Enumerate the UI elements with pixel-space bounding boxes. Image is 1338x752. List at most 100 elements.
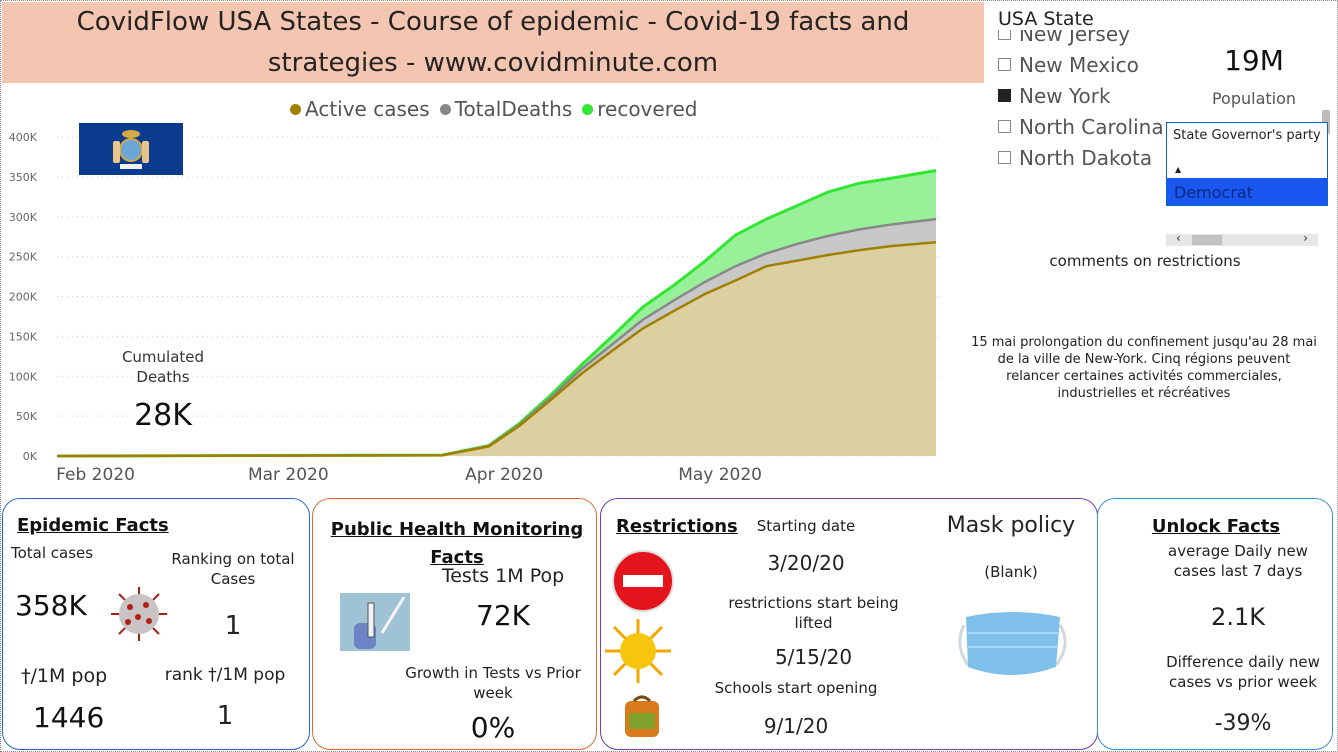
sun-icon [605, 619, 671, 683]
x-tick-label: May 2020 [678, 465, 762, 485]
y-tick-label: 150K [9, 330, 38, 343]
epidemic-facts-title: Epidemic Facts [17, 515, 169, 536]
legend-label-active: Active cases [305, 97, 430, 121]
unlock-facts-card: Unlock Facts average Daily new cases las… [1097, 498, 1333, 750]
face-mask-icon [958, 612, 1067, 675]
y-tick-label: 350K [9, 171, 38, 184]
scrollbar-thumb[interactable] [1192, 235, 1222, 245]
ranking-total-cases-value: 1 [224, 611, 242, 641]
series-area-active-cases [57, 242, 936, 456]
y-tick-label: 0K [23, 450, 38, 463]
tests-per-million-value: 72K [476, 599, 530, 632]
y-tick-label: 50K [16, 410, 38, 423]
chevron-right-icon[interactable]: › [1303, 231, 1308, 245]
legend-label-recovered: recovered [597, 97, 698, 121]
comments-text: 15 mai prolongation du confinement jusqu… [971, 335, 1317, 401]
restrictions-lifted-value: 5/15/20 [774, 645, 853, 669]
y-tick-label: 400K [9, 131, 38, 144]
chevron-left-icon[interactable]: ‹ [1176, 231, 1181, 245]
checkbox-icon[interactable] [998, 30, 1011, 40]
restrictions-lifted-label: restrictions start being lifted [728, 594, 899, 632]
x-tick-label: Apr 2020 [465, 465, 543, 485]
legend-item-active[interactable]: Active cases [290, 97, 430, 121]
legend-item-deaths[interactable]: TotalDeaths [439, 97, 573, 121]
total-cases-value: 358K [15, 589, 87, 622]
cumulated-deaths-value: 28K [134, 398, 192, 433]
slicer-item-north-carolina[interactable]: North Carolina [998, 111, 1168, 142]
no-entry-icon [612, 550, 674, 612]
mask-policy-title: Mask policy [946, 513, 1076, 538]
population-label: Population [1211, 89, 1297, 108]
cases-area-chart[interactable]: 0K 50K 100K 150K 200K 250K 300K 350K 400K Feb 20… [0, 120, 960, 495]
schools-opening-value: 9/1/20 [763, 714, 829, 738]
checkbox-icon[interactable] [998, 120, 1011, 133]
comments-title: comments on restrictions [1049, 252, 1241, 270]
caret-up-icon[interactable]: ▲ [1175, 165, 1182, 174]
chart-legend: Active cases TotalDeaths recovered [290, 96, 697, 122]
avg-daily-cases-value: 2.1K [1211, 603, 1265, 631]
test-tube-icon [340, 593, 410, 651]
slicer-item-label: North Carolina [1019, 114, 1164, 139]
restrictions-start-value: 3/20/20 [767, 551, 845, 575]
slicer-item-new-mexico[interactable]: New Mexico [998, 49, 1168, 80]
slicer-item-label: New York [1019, 83, 1111, 108]
slicer-item-new-york[interactable]: New York [998, 80, 1168, 111]
x-tick-label: Feb 2020 [56, 465, 135, 485]
slicer-item-new-jersey[interactable]: New Jersey [998, 30, 1168, 49]
school-bag-icon [625, 695, 659, 737]
y-tick-label: 100K [9, 370, 38, 383]
health-monitoring-title: Public Health Monitoring Facts [330, 519, 584, 568]
coat-of-arms-icon [113, 130, 149, 169]
state-slicer-title: USA State [998, 8, 1094, 30]
unlock-facts-title: Unlock Facts [1151, 516, 1281, 537]
governor-party-title: State Governor's party [1173, 128, 1321, 143]
deaths-per-million-label: †/1M pop [21, 665, 108, 687]
restrictions-title: Restrictions [616, 516, 738, 537]
total-cases-label: Total cases [11, 544, 94, 562]
rank-deaths-per-million-label: rank †/1M pop [164, 665, 286, 685]
restrictions-start-label: Starting date [756, 517, 856, 535]
x-axis-labels: Feb 2020 Mar 2020 Apr 2020 May 2020 [56, 465, 762, 485]
series-line-active-cases [56, 241, 937, 458]
y-tick-label: 300K [9, 211, 38, 224]
growth-tests-value: 0% [470, 711, 516, 744]
horizontal-scrollbar[interactable]: ‹ › [1166, 231, 1318, 246]
state-flag-image [79, 123, 183, 175]
state-slicer-list[interactable]: New Jersey New Mexico New York North Car… [998, 30, 1168, 175]
legend-dot-deaths-icon [439, 103, 451, 115]
slicer-item-label: New Mexico [1019, 52, 1139, 77]
checkbox-checked-icon[interactable] [998, 89, 1011, 102]
y-tick-label: 250K [9, 251, 38, 264]
slicer-item-north-dakota[interactable]: North Dakota [998, 142, 1168, 173]
tests-per-million-label: Tests 1M Pop [441, 565, 565, 587]
deaths-per-million-value: 1446 [33, 701, 105, 734]
mask-policy-value: (Blank) [984, 563, 1038, 581]
virus-icon [111, 587, 167, 641]
y-axis-labels: 0K 50K 100K 150K 200K 250K 300K 350K 400K [9, 131, 38, 463]
legend-label-deaths: TotalDeaths [454, 97, 573, 121]
cumulated-deaths-label: Cumulated Deaths [121, 348, 205, 386]
y-tick-label: 200K [9, 291, 38, 304]
avg-daily-cases-label: average Daily new cases last 7 days [1168, 542, 1308, 580]
slicer-item-label: North Dakota [1019, 145, 1153, 170]
growth-tests-label: Growth in Tests vs Prior week [405, 664, 581, 702]
restrictions-card: Restrictions Starting date 3/20/20 restr… [600, 498, 1098, 750]
x-tick-label: Mar 2020 [248, 465, 329, 485]
schools-opening-label: Schools start opening [714, 679, 878, 697]
ranking-total-cases-label: Ranking on total Cases [171, 550, 295, 588]
health-monitoring-card: Public Health Monitoring Facts Tests 1M … [312, 498, 597, 750]
checkbox-icon[interactable] [998, 58, 1011, 71]
legend-dot-recovered-icon [582, 103, 594, 115]
epidemic-facts-card: Epidemic Facts Total cases 358K Ranking … [2, 498, 310, 750]
slicer-item-label: New Jersey [1019, 30, 1130, 46]
diff-daily-cases-label: Difference daily new cases vs prior week [1166, 653, 1320, 691]
governor-party-slicer[interactable]: State Governor's party ▲ Democrat [1166, 122, 1328, 206]
rank-deaths-per-million-value: 1 [216, 701, 234, 731]
chart-areas [56, 169, 937, 458]
legend-dot-active-icon [290, 103, 301, 115]
page-title: CovidFlow USA States - Course of epidemi… [2, 2, 984, 83]
governor-party-option[interactable]: Democrat [1167, 178, 1327, 205]
checkbox-icon[interactable] [998, 151, 1011, 164]
legend-item-recovered[interactable]: recovered [582, 97, 697, 121]
diff-daily-cases-value: -39% [1214, 711, 1272, 736]
